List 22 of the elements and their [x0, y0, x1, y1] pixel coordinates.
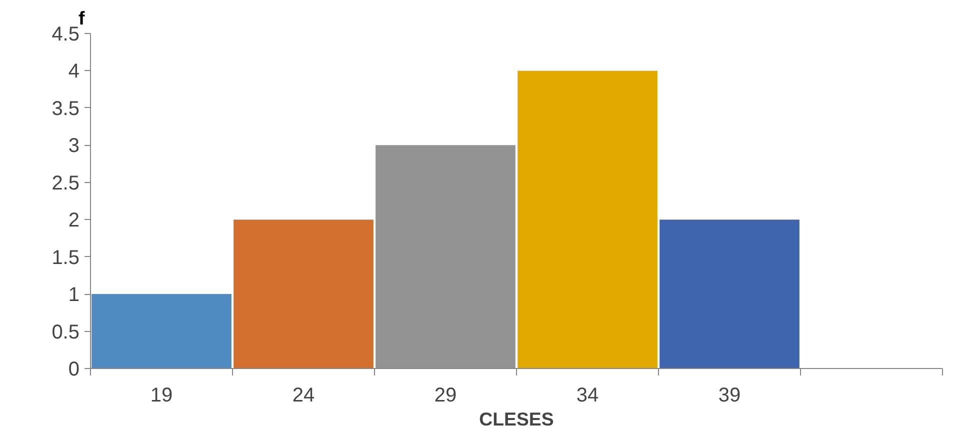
y-tick-label: 0 — [68, 358, 80, 380]
x-tick-label: 24 — [292, 384, 315, 406]
bar — [376, 145, 516, 368]
y-tick-label: 4 — [68, 60, 80, 83]
x-tick-label: 29 — [434, 384, 457, 406]
x-axis-title: CLESES — [479, 408, 554, 430]
bar — [660, 220, 800, 368]
x-tick-label: 39 — [718, 384, 741, 406]
bar — [92, 294, 232, 368]
bar — [234, 220, 374, 368]
y-tick-label: 4.5 — [52, 24, 80, 46]
x-tick-label: 19 — [150, 384, 173, 406]
y-tick-label: 2 — [68, 210, 80, 232]
y-tick-label: 3.5 — [52, 98, 80, 120]
x-tick-label: 34 — [576, 384, 599, 406]
y-tick-label: 1.5 — [52, 246, 80, 269]
y-tick-label: 2.5 — [52, 172, 80, 194]
y-tick-label: 3 — [68, 135, 80, 158]
y-tick-label: 1 — [68, 284, 80, 306]
y-axis-title: f — [78, 8, 86, 28]
bar — [518, 70, 658, 368]
y-tick-label: 0.5 — [52, 321, 80, 344]
